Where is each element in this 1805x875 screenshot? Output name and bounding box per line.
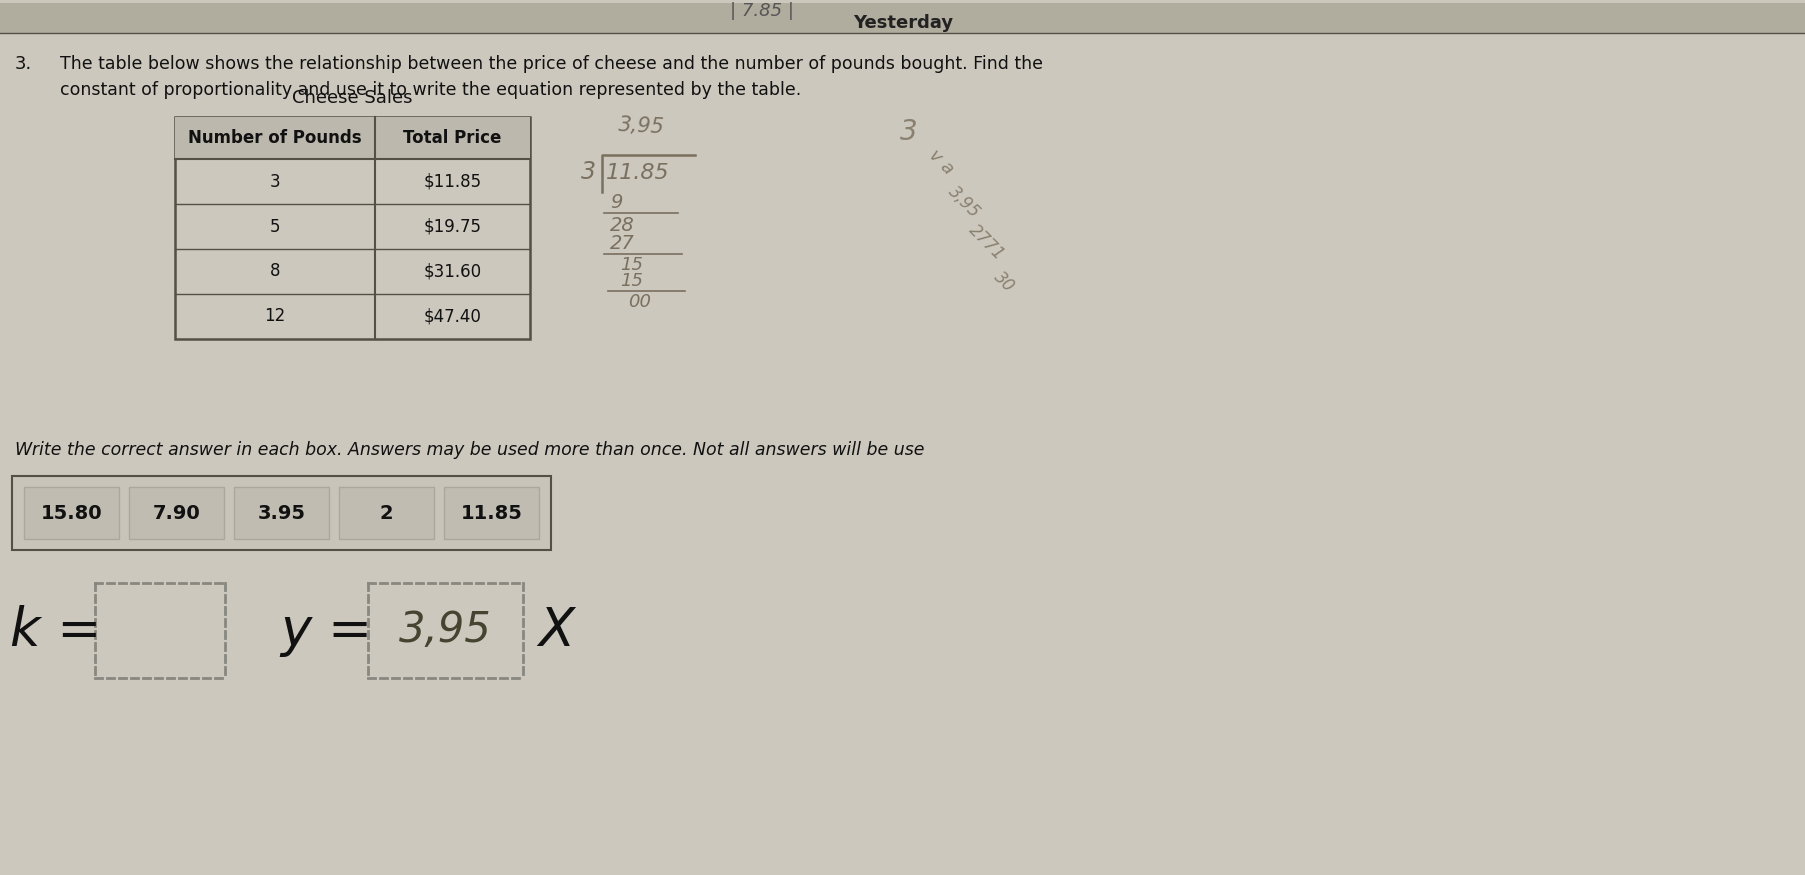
Text: | 7.85 |: | 7.85 | [729,2,794,20]
Bar [175,117,529,339]
Text: 3.95: 3.95 [258,504,305,522]
Text: k =: k = [11,605,101,657]
Text: 15.80: 15.80 [42,504,103,522]
Text: 00: 00 [628,293,650,311]
Text: 7.90: 7.90 [153,504,200,522]
Bar [23,487,119,539]
Text: y =: y = [280,605,372,657]
Text: The table below shows the relationship between the price of cheese and the numbe: The table below shows the relationship b… [60,54,1043,73]
Text: 3,95: 3,95 [617,115,664,137]
Bar [175,117,529,159]
Text: 2771: 2771 [964,220,1007,263]
Bar [13,476,551,550]
Text: 15: 15 [619,272,643,290]
Text: v a: v a [924,146,957,178]
Text: 5: 5 [269,218,280,235]
Bar [128,487,224,539]
Text: $19.75: $19.75 [422,218,482,235]
Text: 15: 15 [619,256,643,274]
Text: 28: 28 [610,215,634,235]
Text: Total Price: Total Price [403,130,502,147]
Text: 3: 3 [579,160,596,185]
Text: 8: 8 [269,262,280,281]
Bar [339,487,433,539]
Text: 3.: 3. [14,54,32,73]
Text: X: X [538,605,574,657]
Text: 3,95: 3,95 [399,609,491,651]
Text: 2: 2 [379,504,393,522]
Text: 3,95: 3,95 [944,183,984,221]
Text: Cheese Sales: Cheese Sales [292,89,413,108]
Bar [444,487,538,539]
Text: 11.85: 11.85 [460,504,522,522]
Text: $11.85: $11.85 [422,172,482,191]
Text: $31.60: $31.60 [422,262,482,281]
Bar [235,487,329,539]
Text: $47.40: $47.40 [424,307,482,326]
Text: Yesterday: Yesterday [852,14,953,31]
Text: 9: 9 [610,192,623,212]
Text: 3: 3 [269,172,280,191]
Text: Write the correct answer in each box. Answers may be used more than once. Not al: Write the correct answer in each box. An… [14,441,924,459]
Bar [0,3,1805,32]
Text: 27: 27 [610,234,634,253]
Text: 11.85: 11.85 [606,164,670,183]
Text: 12: 12 [264,307,285,326]
Text: constant of proportionality and use it to write the equation represented by the : constant of proportionality and use it t… [60,80,801,99]
Text: 3: 3 [899,118,917,146]
Text: 30: 30 [989,268,1018,296]
Text: Number of Pounds: Number of Pounds [188,130,361,147]
